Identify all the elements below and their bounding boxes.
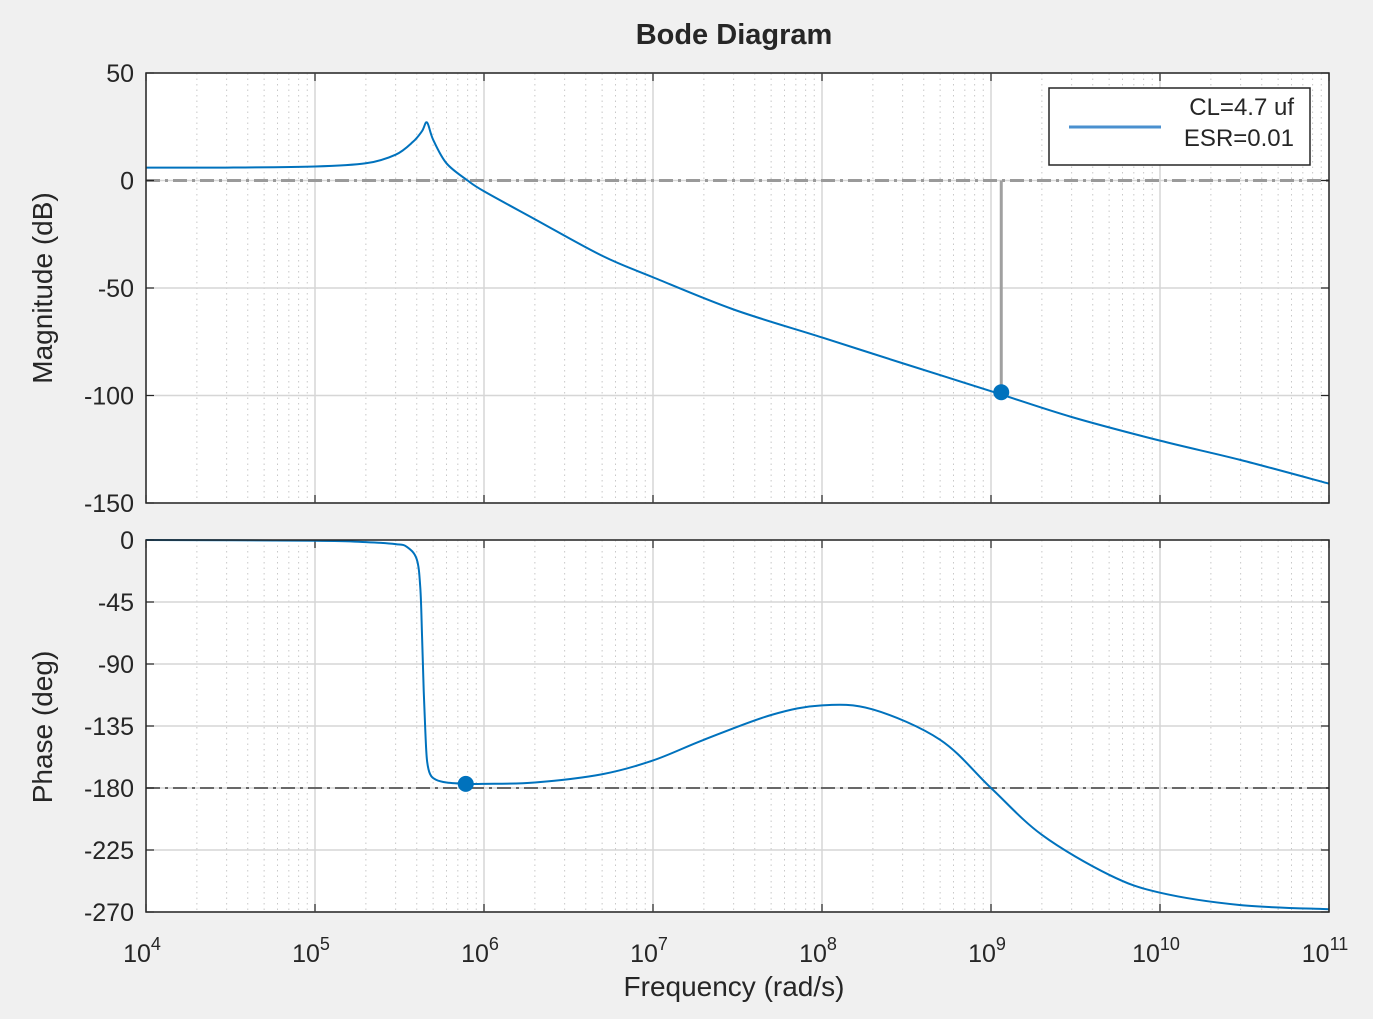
magnitude-y-tick-label: 0 [120, 168, 134, 196]
x-tick-label: 1011 [1302, 934, 1349, 968]
phase-y-tick-label: -225 [84, 837, 134, 865]
x-tick-base: 10 [1302, 940, 1330, 968]
phase-series [145, 539, 1330, 911]
x-tick-label: 106 [461, 934, 499, 968]
x-tick-base: 10 [799, 940, 827, 968]
legend-entry-2: ESR=0.01 [1184, 125, 1294, 152]
x-tick-base: 10 [292, 940, 320, 968]
x-tick-label: 104 [123, 934, 161, 968]
phase-ylabel: Phase (deg) [27, 651, 58, 804]
phase-y-tick-label: -45 [98, 589, 134, 617]
magnitude-y-tick-label: -150 [84, 490, 134, 518]
phase-y-tick-label: 0 [120, 527, 134, 555]
magnitude-series-line [145, 121, 1330, 485]
x-tick-base: 10 [1132, 940, 1160, 968]
magnitude-y-tick-label: 50 [106, 60, 134, 88]
x-tick-label: 107 [630, 934, 668, 968]
x-tick-exponent: 10 [1160, 934, 1180, 954]
x-tick-exponent: 7 [658, 934, 668, 954]
x-tick-base: 10 [630, 940, 658, 968]
phase-y-tick-label: -180 [84, 775, 134, 803]
x-ticks: 104 105 106 107 108 109 1010 1011 [123, 934, 1348, 968]
x-tick-base: 10 [968, 940, 996, 968]
legend-entry-1: CL=4.7 uf [1189, 94, 1294, 121]
x-tick-exponent: 5 [320, 934, 330, 954]
phase-panel: 0-45-90-135-180-225-270 104 105 106 107 108 1… [27, 527, 1348, 968]
x-tick-exponent: 9 [996, 934, 1006, 954]
phase-y-tick-label: -135 [84, 713, 134, 741]
magnitude-series [145, 121, 1330, 485]
x-tick-base: 10 [123, 940, 151, 968]
x-tick-exponent: 6 [489, 934, 499, 954]
x-tick-exponent: 4 [151, 934, 161, 954]
chart-title: Bode Diagram [636, 19, 833, 51]
x-axis-label: Frequency (rad/s) [624, 971, 845, 1002]
magnitude-margin-point [993, 384, 1010, 401]
x-tick-label: 1010 [1132, 934, 1180, 968]
magnitude-y-tick-label: -50 [98, 275, 134, 303]
x-tick-exponent: 11 [1330, 934, 1349, 954]
x-tick-exponent: 8 [827, 934, 837, 954]
magnitude-ylabel: Magnitude (dB) [27, 192, 58, 383]
x-tick-label: 108 [799, 934, 837, 968]
magnitude-margin-marker [993, 180, 1010, 401]
magnitude-y-tick-label: -100 [84, 383, 134, 411]
magnitude-y-ticks: 50 0 -50 -100 -150 [84, 60, 1329, 518]
phase-margin-point [457, 775, 474, 792]
phase-y-tick-label: -90 [98, 651, 134, 679]
phase-margin-marker [457, 775, 474, 792]
x-tick-label: 109 [968, 934, 1006, 968]
legend: CL=4.7 uf ESR=0.01 [1048, 87, 1311, 166]
phase-y-ticks: 0 -45 -90 -135 -180 -225 -270 [84, 527, 1329, 927]
phase-series-line [145, 539, 1330, 911]
magnitude-panel: 50 0 -50 -100 -150 Magnitude (dB) CL=4.7 uf … [27, 60, 1330, 518]
x-tick-label: 105 [292, 934, 330, 968]
x-tick-base: 10 [461, 940, 489, 968]
phase-y-tick-label: -270 [84, 899, 134, 927]
